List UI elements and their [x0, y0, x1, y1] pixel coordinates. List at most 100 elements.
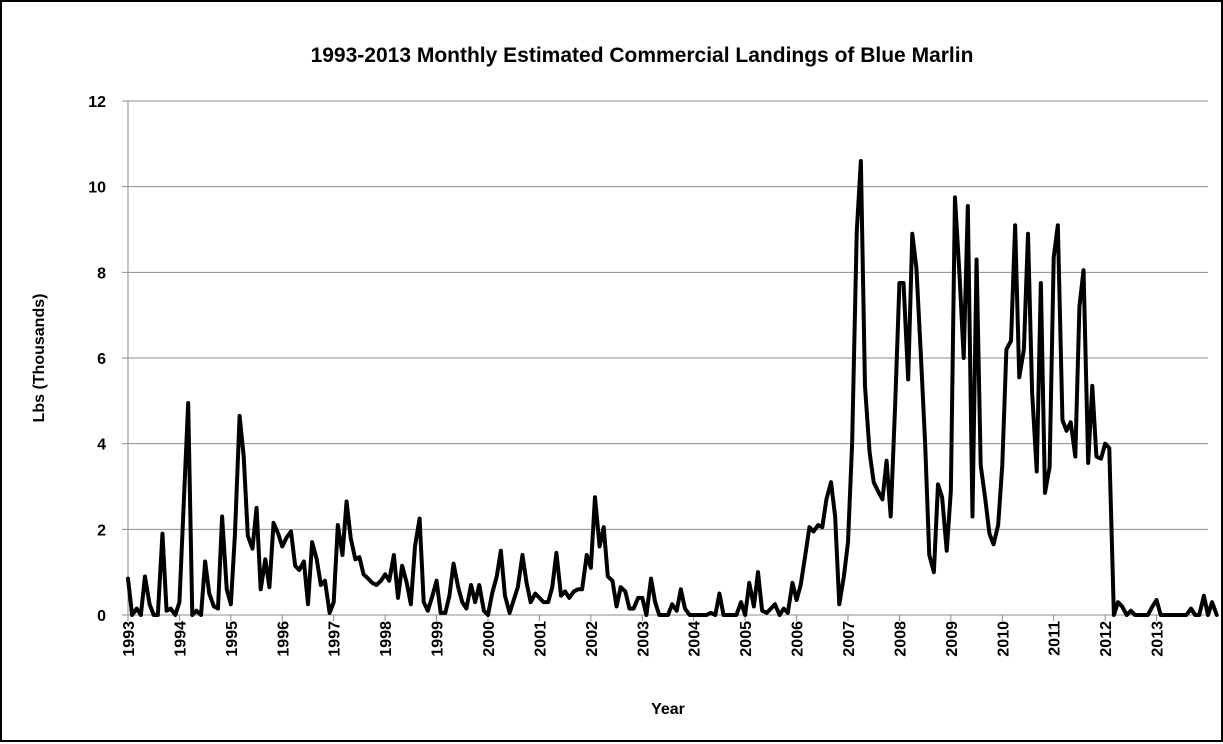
data-point — [526, 582, 528, 584]
data-point — [268, 586, 270, 588]
data-point — [358, 556, 360, 558]
data-point — [195, 610, 197, 612]
data-point — [731, 614, 733, 616]
data-point — [658, 614, 660, 616]
data-point — [1014, 224, 1016, 226]
series-layer — [126, 158, 1219, 617]
data-point — [1049, 466, 1051, 468]
data-point — [251, 548, 253, 550]
data-point — [444, 612, 446, 614]
y-tick-label: 2 — [97, 522, 106, 539]
data-point — [779, 614, 781, 616]
data-point — [337, 524, 339, 526]
data-point — [804, 554, 806, 556]
data-point — [830, 481, 832, 483]
data-point — [1104, 443, 1106, 445]
data-point — [226, 588, 228, 590]
data-point — [847, 541, 849, 543]
data-point — [654, 601, 656, 603]
data-point — [1194, 614, 1196, 616]
data-point — [419, 518, 421, 520]
data-point — [221, 515, 223, 517]
data-point — [538, 597, 540, 599]
data-point — [414, 545, 416, 547]
x-tick-label: 2000 — [481, 621, 498, 657]
data-point — [898, 282, 900, 284]
data-point — [354, 558, 356, 560]
data-point — [320, 584, 322, 586]
data-point — [856, 231, 858, 233]
data-point — [993, 543, 995, 545]
data-point — [915, 267, 917, 269]
data-point — [1044, 492, 1046, 494]
x-tick-label: 1994 — [172, 621, 189, 657]
data-point — [363, 573, 365, 575]
data-point — [1173, 614, 1175, 616]
data-point — [950, 490, 952, 492]
data-point — [753, 605, 755, 607]
data-point — [890, 515, 892, 517]
data-point — [911, 233, 913, 235]
data-point — [581, 588, 583, 590]
data-point — [881, 498, 883, 500]
data-point — [693, 614, 695, 616]
data-point — [1087, 462, 1089, 464]
y-tick-label: 6 — [97, 351, 106, 368]
data-point — [1095, 456, 1097, 458]
data-point — [594, 496, 596, 498]
data-point — [590, 567, 592, 569]
data-point — [963, 357, 965, 359]
data-point — [907, 378, 909, 380]
data-point — [410, 603, 412, 605]
data-point — [671, 603, 673, 605]
data-point — [1198, 614, 1200, 616]
data-point — [894, 400, 896, 402]
data-point — [1036, 471, 1038, 473]
y-tick-label: 4 — [97, 437, 106, 454]
data-point — [264, 558, 266, 560]
data-point — [303, 560, 305, 562]
data-point — [1078, 306, 1080, 308]
chart-title: 1993-2013 Monthly Estimated Commercial L… — [311, 44, 974, 67]
data-point — [1074, 456, 1076, 458]
data-point — [689, 614, 691, 616]
y-axis-title: Lbs (Thousands) — [31, 294, 48, 423]
data-point — [144, 575, 146, 577]
data-point — [928, 554, 930, 556]
data-point — [504, 595, 506, 597]
data-point — [183, 507, 185, 509]
data-point — [388, 580, 390, 582]
data-point — [774, 603, 776, 605]
data-point — [213, 605, 215, 607]
data-point — [718, 593, 720, 595]
data-point — [984, 498, 986, 500]
data-point — [1061, 419, 1063, 421]
data-point — [1211, 601, 1213, 603]
data-point — [316, 558, 318, 560]
data-point — [783, 608, 785, 610]
data-point — [465, 608, 467, 610]
data-point — [710, 612, 712, 614]
data-point — [461, 601, 463, 603]
data-point — [375, 584, 377, 586]
data-point — [611, 580, 613, 582]
data-point — [393, 554, 395, 556]
data-point — [530, 601, 532, 603]
data-point — [478, 584, 480, 586]
x-axis-title: Year — [651, 701, 685, 718]
x-tick-label: 2011 — [1047, 621, 1064, 656]
data-point — [534, 593, 536, 595]
data-point — [817, 524, 819, 526]
data-point — [568, 597, 570, 599]
data-point — [564, 590, 566, 592]
x-tick-label: 2006 — [790, 621, 807, 657]
data-point — [599, 545, 601, 547]
data-point — [174, 614, 176, 616]
data-point — [796, 599, 798, 601]
data-point — [157, 614, 159, 616]
data-point — [311, 541, 313, 543]
data-point — [1018, 376, 1020, 378]
data-point — [616, 605, 618, 607]
x-tick-label: 1996 — [275, 621, 292, 657]
data-point — [191, 614, 193, 616]
